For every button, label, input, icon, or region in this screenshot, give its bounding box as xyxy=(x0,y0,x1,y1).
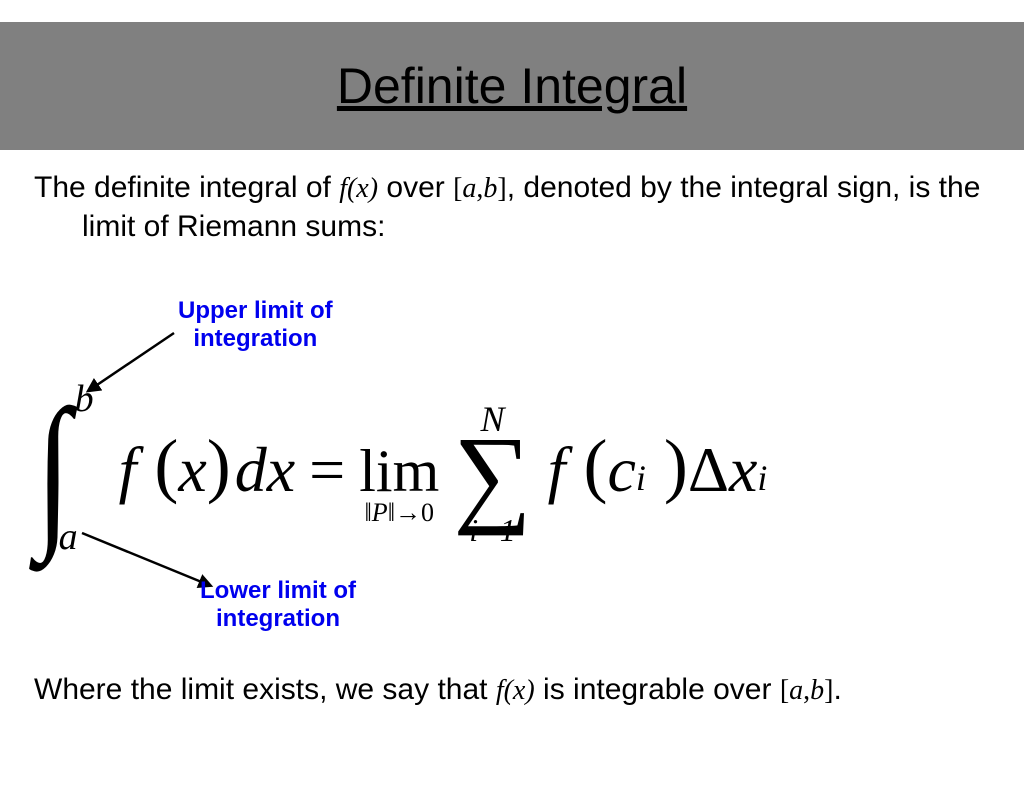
content-area: The definite integral of f(x) over [a,b]… xyxy=(0,150,1024,246)
int-lower-a: a xyxy=(59,515,78,559)
eq-equals: = xyxy=(309,433,345,507)
lparen-1: ( xyxy=(136,424,178,507)
equation: ∫ b a f ( x ) dx = lim ‖P‖→0 N ∑ i=1 f (… xyxy=(30,362,994,577)
lim-sub: ‖P‖→0 xyxy=(364,498,434,528)
eq-x: x xyxy=(178,433,206,507)
lparen-2: ( xyxy=(565,424,607,507)
sigma-icon: ∑ xyxy=(453,433,531,519)
def-interval: [a,b] xyxy=(453,173,507,204)
closing-part3: . xyxy=(833,673,841,706)
lim-norm-r: ‖ xyxy=(388,498,395,527)
lower-limit-label: Lower limit of integration xyxy=(200,577,356,632)
closing-part1: Where the limit exists, we say that xyxy=(34,673,496,706)
int-upper-b: b xyxy=(75,377,94,421)
integral-sign: ∫ xyxy=(36,410,71,529)
closing-text: Where the limit exists, we say that f(x)… xyxy=(34,670,974,711)
upper-label-line1: Upper limit of xyxy=(178,297,333,324)
eq-f: f xyxy=(119,433,137,507)
upper-limit-label: Upper limit of integration xyxy=(178,297,333,352)
eq-f2: f xyxy=(548,433,566,507)
lim-word: lim xyxy=(359,444,439,498)
closing-part2: is integrable over xyxy=(535,673,780,706)
def-part1: The definite integral of xyxy=(34,171,339,204)
def-fx: f(x) xyxy=(339,173,378,204)
title-bar: Definite Integral xyxy=(0,22,1024,150)
lower-label-line1: Lower limit of xyxy=(200,577,356,604)
sum-block: N ∑ i=1 xyxy=(453,401,531,547)
closing-fx: f(x) xyxy=(496,675,535,706)
eq-c: c xyxy=(607,433,635,507)
eq-x-sub: i xyxy=(757,457,767,499)
integral-limits: b a xyxy=(71,385,111,555)
lim-arrow: → xyxy=(395,498,421,527)
upper-label-line2: integration xyxy=(193,325,317,352)
eq-dx: dx xyxy=(235,433,295,507)
lim-zero: 0 xyxy=(421,498,434,527)
definition-text: The definite integral of f(x) over [a,b]… xyxy=(82,168,990,246)
def-part2: over xyxy=(378,171,453,204)
sum-lower-i: i=1 xyxy=(469,514,515,546)
lim-P: P xyxy=(372,498,388,527)
lim-block: lim ‖P‖→0 xyxy=(359,444,439,528)
lower-label-line2: integration xyxy=(216,605,340,632)
page-title: Definite Integral xyxy=(337,57,687,115)
rparen-1: ) xyxy=(207,424,231,507)
eq-delta: Δ xyxy=(688,433,729,507)
rparen-2: ) xyxy=(646,424,688,507)
eq-x2: x xyxy=(729,433,757,507)
lim-norm-l: ‖ xyxy=(364,498,371,527)
closing-interval: [a,b] xyxy=(780,675,834,706)
eq-c-sub: i xyxy=(636,457,646,499)
